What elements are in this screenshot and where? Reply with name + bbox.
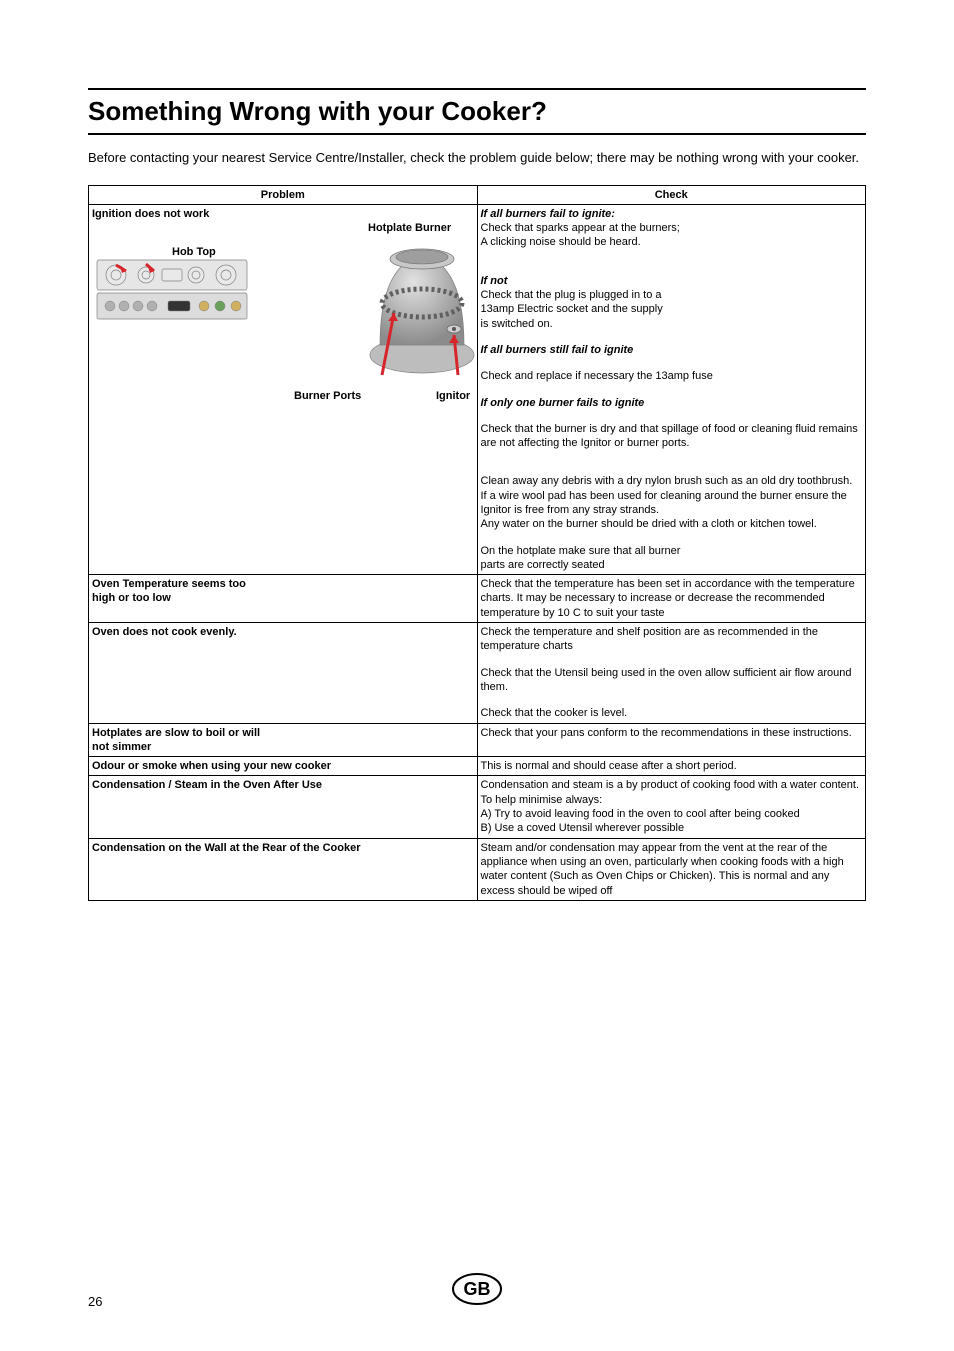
- check-subhead: If not: [481, 274, 863, 288]
- problem-text: not simmer: [92, 740, 474, 754]
- caption-hotplate-burner: Hotplate Burner: [368, 221, 451, 235]
- page-number: 26: [88, 1294, 102, 1309]
- check-line: Check and replace if necessary the 13amp…: [481, 369, 863, 383]
- check-cell-ignition: If all burners fail to ignite: Check tha…: [477, 204, 866, 574]
- country-badge: GB: [451, 1272, 503, 1311]
- gb-badge-text: GB: [464, 1279, 491, 1299]
- caption-hob-top: Hob Top: [172, 245, 216, 259]
- problem-cell-ignition: Ignition does not work Hob Top Hotplate …: [89, 204, 478, 574]
- table-row: Condensation on the Wall at the Rear of …: [89, 838, 866, 900]
- page-footer: 26 GB: [88, 1293, 866, 1311]
- check-line: On the hotplate make sure that all burne…: [481, 544, 863, 558]
- check-line: parts are correctly seated: [481, 558, 863, 572]
- check-line: B) Use a coved Utensil wherever possible: [481, 821, 863, 835]
- rule-top: [88, 88, 866, 90]
- problem-cell: Odour or smoke when using your new cooke…: [89, 757, 478, 776]
- hotplate-burner-diagram: [362, 235, 482, 385]
- check-line: is switched on.: [481, 317, 863, 331]
- col-header-check: Check: [477, 185, 866, 204]
- rule-under-title: [88, 133, 866, 135]
- check-line: Check that the burner is dry and that sp…: [481, 422, 863, 451]
- page: Something Wrong with your Cooker? Before…: [0, 0, 954, 1351]
- table-row: Oven does not cook evenly. Check the tem…: [89, 623, 866, 723]
- check-line: A clicking noise should be heard.: [481, 235, 863, 249]
- check-line: A) Try to avoid leaving food in the oven…: [481, 807, 863, 821]
- problem-cell: Oven does not cook evenly.: [89, 623, 478, 723]
- problem-heading: Ignition does not work: [92, 207, 474, 221]
- check-line: Clean away any debris with a dry nylon b…: [481, 474, 863, 488]
- problem-text: high or too low: [92, 591, 474, 605]
- table-row: Oven Temperature seems too high or too l…: [89, 575, 866, 623]
- problem-text: Oven Temperature seems too: [92, 577, 474, 591]
- check-line: Any water on the burner should be dried …: [481, 517, 863, 531]
- check-subhead: If all burners still fail to ignite: [481, 343, 863, 357]
- check-cell: Check the temperature and shelf position…: [477, 623, 866, 723]
- check-line: To help minimise always:: [481, 793, 863, 807]
- problem-cell: Oven Temperature seems too high or too l…: [89, 575, 478, 623]
- problem-cell: Hotplates are slow to boil or will not s…: [89, 723, 478, 757]
- hob-top-diagram: [96, 259, 254, 329]
- check-line: Check that sparks appear at the burners;: [481, 221, 863, 235]
- table-row: Condensation / Steam in the Oven After U…: [89, 776, 866, 838]
- intro-text: Before contacting your nearest Service C…: [88, 149, 866, 167]
- check-line: Check that the cooker is level.: [481, 706, 863, 720]
- problem-text: Hotplates are slow to boil or will: [92, 726, 474, 740]
- problem-cell: Condensation on the Wall at the Rear of …: [89, 838, 478, 900]
- table-header-row: Problem Check: [89, 185, 866, 204]
- check-subhead: If all burners fail to ignite:: [481, 207, 863, 221]
- check-line: 13amp Electric socket and the supply: [481, 302, 863, 316]
- col-header-problem: Problem: [89, 185, 478, 204]
- caption-ignitor: Ignitor: [436, 389, 470, 403]
- check-cell: Check that the temperature has been set …: [477, 575, 866, 623]
- problem-cell: Condensation / Steam in the Oven After U…: [89, 776, 478, 838]
- caption-burner-ports: Burner Ports: [294, 389, 361, 403]
- check-line: If a wire wool pad has been used for cle…: [481, 489, 863, 518]
- table-row: Hotplates are slow to boil or will not s…: [89, 723, 866, 757]
- check-subhead: If only one burner fails to ignite: [481, 396, 863, 410]
- check-cell: Condensation and steam is a by product o…: [477, 776, 866, 838]
- check-line: Check that the Utensil being used in the…: [481, 666, 863, 695]
- check-cell: Steam and/or condensation may appear fro…: [477, 838, 866, 900]
- table-row: Ignition does not work Hob Top Hotplate …: [89, 204, 866, 574]
- diagram-container: Hob Top Hotplate Burner: [92, 221, 474, 401]
- check-line: Condensation and steam is a by product o…: [481, 778, 863, 792]
- check-cell: This is normal and should cease after a …: [477, 757, 866, 776]
- table-row: Odour or smoke when using your new cooke…: [89, 757, 866, 776]
- page-title: Something Wrong with your Cooker?: [88, 96, 866, 127]
- check-cell: Check that your pans conform to the reco…: [477, 723, 866, 757]
- check-line: Check that the plug is plugged in to a: [481, 288, 863, 302]
- troubleshooting-table: Problem Check Ignition does not work Hob…: [88, 185, 866, 901]
- gb-badge-icon: GB: [451, 1272, 503, 1306]
- check-line: Check the temperature and shelf position…: [481, 625, 863, 654]
